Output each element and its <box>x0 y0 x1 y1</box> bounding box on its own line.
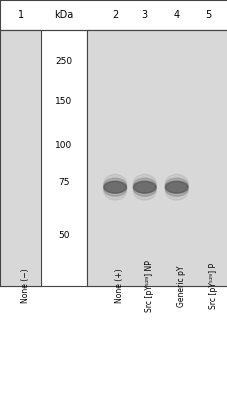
Text: 100: 100 <box>55 142 72 150</box>
Ellipse shape <box>165 174 187 193</box>
Text: 250: 250 <box>55 58 72 66</box>
Ellipse shape <box>133 181 155 196</box>
Text: 1: 1 <box>17 10 23 20</box>
Text: 5: 5 <box>205 10 211 20</box>
Ellipse shape <box>103 181 126 193</box>
Ellipse shape <box>133 174 155 193</box>
Text: Generic pY: Generic pY <box>176 265 185 307</box>
Ellipse shape <box>165 178 187 193</box>
Bar <box>86 30 227 286</box>
Text: None (+): None (+) <box>115 269 123 303</box>
Text: 150: 150 <box>55 98 72 106</box>
Text: 50: 50 <box>58 232 69 240</box>
Bar <box>0 30 41 286</box>
Text: Src [pY⁵²⁹] P: Src [pY⁵²⁹] P <box>208 263 217 309</box>
Ellipse shape <box>103 181 126 196</box>
Text: 4: 4 <box>173 10 179 20</box>
Ellipse shape <box>103 178 126 193</box>
Ellipse shape <box>103 174 126 193</box>
Text: kDa: kDa <box>54 10 73 20</box>
Ellipse shape <box>103 182 126 200</box>
Ellipse shape <box>133 181 155 193</box>
Bar <box>0 0 227 30</box>
Text: None (−): None (−) <box>20 269 29 303</box>
Ellipse shape <box>165 182 187 200</box>
Ellipse shape <box>133 178 155 193</box>
Text: 2: 2 <box>111 10 118 20</box>
Ellipse shape <box>165 181 187 196</box>
Text: 3: 3 <box>141 10 147 20</box>
Ellipse shape <box>133 182 155 200</box>
Bar <box>41 30 86 286</box>
Text: 75: 75 <box>58 178 69 186</box>
Text: Src [pY⁵²⁹] NP: Src [pY⁵²⁹] NP <box>144 260 153 312</box>
Ellipse shape <box>165 181 187 193</box>
